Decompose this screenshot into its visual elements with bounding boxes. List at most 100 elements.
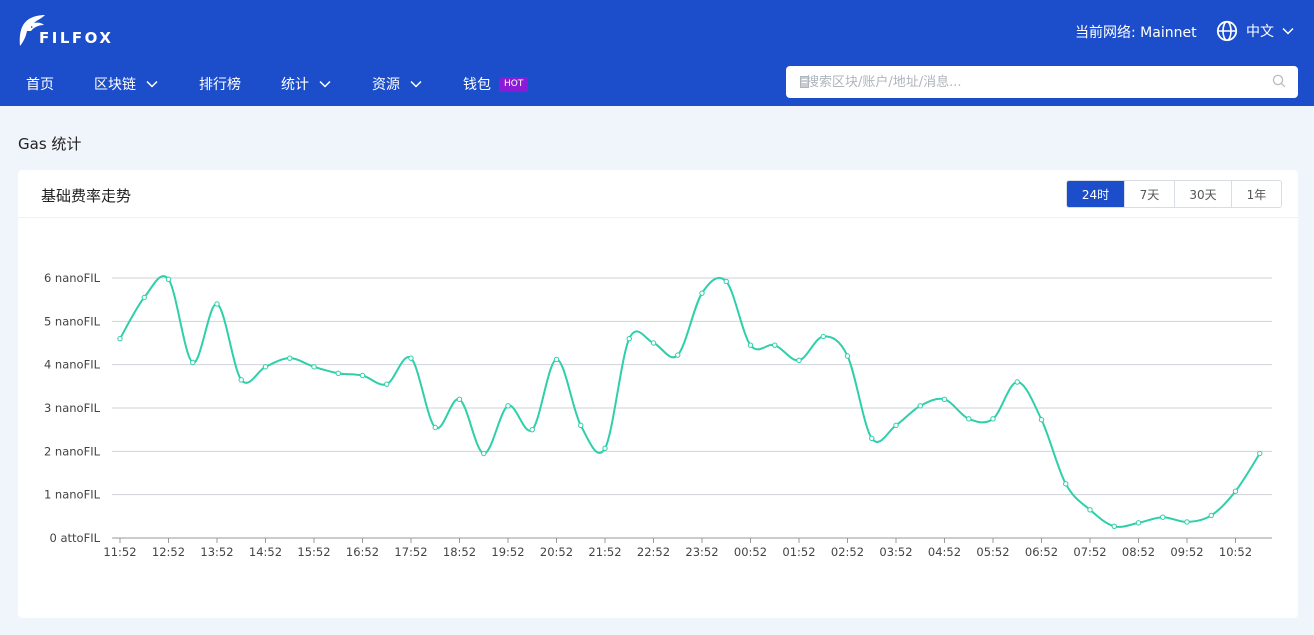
nav-statistics[interactable]: 统计 xyxy=(281,74,331,94)
nav-wallet-label: 钱包 xyxy=(463,77,491,93)
nav-blockchain-label: 区块链 xyxy=(94,77,136,93)
data-point xyxy=(602,445,608,452)
y-tick-label: 6 nanoFIL xyxy=(44,271,101,285)
chevron-down-icon xyxy=(146,80,158,88)
data-point xyxy=(1135,520,1142,526)
data-point xyxy=(1087,507,1093,513)
y-tick-label: 5 nanoFIL xyxy=(44,314,101,328)
data-point xyxy=(1160,514,1166,520)
data-point xyxy=(796,357,802,364)
x-tick-label: 20:52 xyxy=(540,545,573,559)
data-point xyxy=(893,422,899,429)
logo-text: FILFOX xyxy=(39,29,114,47)
fox-logo-icon xyxy=(19,15,45,46)
time-range-selector: 24时 7天 30天 1年 xyxy=(1066,180,1282,208)
x-tick-label: 23:52 xyxy=(685,545,718,559)
nav-resources-label: 资源 xyxy=(372,77,400,93)
nav-statistics-label: 统计 xyxy=(281,77,309,93)
data-point xyxy=(432,424,438,431)
data-point xyxy=(917,403,923,409)
data-point xyxy=(1208,512,1214,519)
top-header: FILFOX 当前网络: Mainnet 中文 首页 区块链 排行榜 统计 资源 xyxy=(0,0,1314,106)
nav-home-label: 首页 xyxy=(26,77,54,93)
x-tick-label: 08:52 xyxy=(1122,545,1155,559)
x-tick-label: 05:52 xyxy=(976,545,1009,559)
data-point xyxy=(529,426,535,433)
y-tick-label: 3 nanoFIL xyxy=(44,401,101,415)
x-tick-label: 11:52 xyxy=(103,545,136,559)
data-point xyxy=(941,396,948,403)
x-tick-label: 13:52 xyxy=(200,545,233,559)
data-point xyxy=(626,335,632,342)
base-fee-line-chart: 0 attoFIL 1 nanoFIL 2 nanoFIL 3 nanoFIL 4 na… xyxy=(44,271,1272,559)
network-indicator: 当前网络: Mainnet xyxy=(1075,25,1197,41)
x-tick-label: 02:52 xyxy=(831,545,864,559)
page-title: Gas 统计 xyxy=(18,135,82,153)
x-tick-label: 22:52 xyxy=(637,545,670,559)
y-tick-label: 2 nanoFIL xyxy=(44,444,101,458)
x-tick-label: 19:52 xyxy=(491,545,524,559)
data-point xyxy=(359,372,366,379)
globe-icon xyxy=(1216,20,1238,42)
nav-resources[interactable]: 资源 xyxy=(372,74,422,94)
data-point xyxy=(141,294,147,301)
data-point xyxy=(238,377,244,383)
data-point xyxy=(214,301,220,307)
x-tick-label: 01:52 xyxy=(782,545,815,559)
data-point xyxy=(117,335,123,342)
nav-home[interactable]: 首页 xyxy=(26,74,54,94)
base-fee-card: 基础费率走势 24时 7天 30天 1年 0 attoFIL 1 nanoFIL 2… xyxy=(18,170,1298,618)
data-point xyxy=(1038,417,1045,423)
document-icon xyxy=(800,76,809,88)
card-header: 基础费率走势 24时 7天 30天 1年 xyxy=(18,170,1298,218)
nav-wallet[interactable]: 钱包 HOT xyxy=(463,74,529,94)
x-tick-label: 10:52 xyxy=(1219,545,1252,559)
card-title: 基础费率走势 xyxy=(41,187,132,205)
data-point xyxy=(481,450,487,457)
search-input[interactable] xyxy=(806,67,1246,97)
data-point xyxy=(384,381,390,387)
x-tick-label: 12:52 xyxy=(152,545,185,559)
language-label: 中文 xyxy=(1246,24,1274,40)
data-point xyxy=(675,352,681,358)
data-point xyxy=(578,422,584,429)
data-point xyxy=(772,342,778,348)
range-24h-button[interactable]: 24时 xyxy=(1067,181,1124,207)
range-1y-button[interactable]: 1年 xyxy=(1231,181,1281,207)
x-tick-label: 16:52 xyxy=(346,545,379,559)
data-point xyxy=(966,416,972,422)
data-point xyxy=(650,340,657,346)
nav-ranking[interactable]: 排行榜 xyxy=(199,74,241,94)
range-7d-button[interactable]: 7天 xyxy=(1124,181,1174,207)
x-tick-label: 09:52 xyxy=(1170,545,1203,559)
data-point xyxy=(1014,379,1020,385)
y-tick-label: 1 nanoFIL xyxy=(44,488,101,502)
data-point xyxy=(820,333,826,340)
nav-blockchain[interactable]: 区块链 xyxy=(94,74,158,94)
data-point xyxy=(1232,488,1239,494)
data-point xyxy=(335,370,341,377)
search-icon[interactable] xyxy=(1272,74,1286,88)
x-tick-label: 14:52 xyxy=(249,545,282,559)
data-point xyxy=(990,416,996,422)
language-selector[interactable]: 中文 xyxy=(1216,20,1294,42)
data-point xyxy=(311,364,317,370)
x-tick-label: 18:52 xyxy=(443,545,476,559)
x-tick-label: 07:52 xyxy=(1073,545,1106,559)
data-point xyxy=(1111,523,1117,529)
y-tick-label: 4 nanoFIL xyxy=(44,358,101,372)
data-point xyxy=(747,342,754,348)
x-tick-label: 17:52 xyxy=(394,545,427,559)
x-tick-label: 03:52 xyxy=(879,545,912,559)
data-point xyxy=(553,356,560,363)
nav-ranking-label: 排行榜 xyxy=(199,77,241,93)
data-point xyxy=(190,359,196,366)
data-point xyxy=(1184,519,1190,525)
data-point xyxy=(699,290,705,296)
chevron-down-icon xyxy=(319,80,331,88)
hot-badge: HOT xyxy=(499,76,529,92)
data-point xyxy=(287,355,293,361)
range-30d-button[interactable]: 30天 xyxy=(1174,181,1231,207)
x-tick-label: 21:52 xyxy=(588,545,621,559)
data-point xyxy=(723,278,729,285)
